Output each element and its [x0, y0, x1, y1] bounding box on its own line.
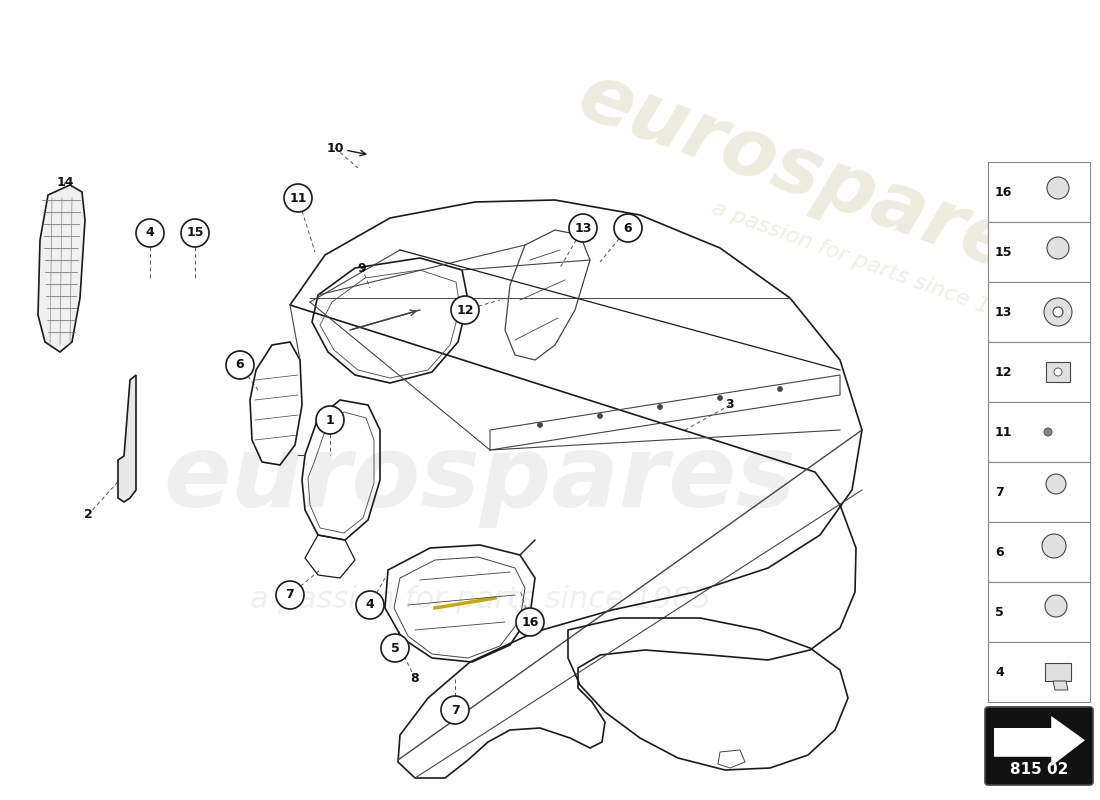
- Text: 4: 4: [365, 598, 374, 611]
- Text: 6: 6: [996, 546, 1003, 558]
- Circle shape: [516, 608, 544, 636]
- Circle shape: [538, 422, 542, 427]
- Circle shape: [284, 184, 312, 212]
- Text: 15: 15: [996, 246, 1012, 258]
- Text: 12: 12: [996, 366, 1012, 378]
- Bar: [1046, 362, 1070, 382]
- Text: a passion for parts since 1985: a passion for parts since 1985: [708, 198, 1032, 332]
- Text: 5: 5: [996, 606, 1003, 618]
- Circle shape: [1045, 595, 1067, 617]
- Circle shape: [441, 696, 469, 724]
- Text: 3: 3: [726, 398, 735, 411]
- Text: 16: 16: [521, 615, 539, 629]
- Circle shape: [597, 414, 603, 418]
- Circle shape: [136, 219, 164, 247]
- Text: 7: 7: [996, 486, 1003, 498]
- Circle shape: [1042, 534, 1066, 558]
- Circle shape: [1046, 474, 1066, 494]
- Circle shape: [1047, 237, 1069, 259]
- Text: 11: 11: [996, 426, 1012, 438]
- Bar: [988, 282, 1090, 342]
- Text: 11: 11: [289, 191, 307, 205]
- Text: 815 02: 815 02: [1010, 762, 1068, 778]
- Text: 7: 7: [451, 703, 460, 717]
- Polygon shape: [118, 375, 136, 502]
- Text: eurospares: eurospares: [164, 431, 796, 529]
- Text: 8: 8: [410, 671, 419, 685]
- Text: 6: 6: [235, 358, 244, 371]
- Text: 10: 10: [327, 142, 343, 154]
- Text: 12: 12: [456, 303, 474, 317]
- Bar: [988, 402, 1090, 462]
- FancyBboxPatch shape: [984, 707, 1093, 785]
- Bar: [988, 342, 1090, 402]
- Circle shape: [381, 634, 409, 662]
- Polygon shape: [39, 185, 85, 352]
- Circle shape: [356, 591, 384, 619]
- Text: 6: 6: [624, 222, 632, 234]
- Circle shape: [1047, 177, 1069, 199]
- Circle shape: [1053, 307, 1063, 317]
- Text: 13: 13: [574, 222, 592, 234]
- Bar: [988, 522, 1090, 582]
- Text: 4: 4: [996, 666, 1003, 678]
- Circle shape: [614, 214, 642, 242]
- Circle shape: [778, 386, 782, 391]
- Circle shape: [226, 351, 254, 379]
- Text: 13: 13: [996, 306, 1012, 318]
- Circle shape: [276, 581, 304, 609]
- Text: 9: 9: [358, 262, 366, 274]
- Text: a passion for parts since 1985: a passion for parts since 1985: [250, 586, 711, 614]
- Text: eurospares: eurospares: [568, 56, 1072, 304]
- Text: 16: 16: [996, 186, 1012, 198]
- Text: 14: 14: [56, 175, 74, 189]
- Circle shape: [1044, 428, 1052, 436]
- Bar: [988, 222, 1090, 282]
- Circle shape: [569, 214, 597, 242]
- Text: 4: 4: [145, 226, 154, 239]
- Text: 15: 15: [186, 226, 204, 239]
- Circle shape: [658, 405, 662, 410]
- Circle shape: [717, 395, 723, 401]
- Bar: [988, 462, 1090, 522]
- Bar: [988, 582, 1090, 642]
- Circle shape: [316, 406, 344, 434]
- Circle shape: [182, 219, 209, 247]
- Bar: [1045, 663, 1071, 681]
- Bar: [988, 642, 1090, 702]
- Circle shape: [1054, 368, 1062, 376]
- Polygon shape: [994, 716, 1085, 766]
- Text: 7: 7: [286, 589, 295, 602]
- Circle shape: [451, 296, 478, 324]
- Polygon shape: [1053, 681, 1068, 690]
- Text: 2: 2: [84, 509, 92, 522]
- Bar: [988, 162, 1090, 222]
- Text: 5: 5: [390, 642, 399, 654]
- Circle shape: [1044, 298, 1072, 326]
- Text: 1: 1: [326, 414, 334, 426]
